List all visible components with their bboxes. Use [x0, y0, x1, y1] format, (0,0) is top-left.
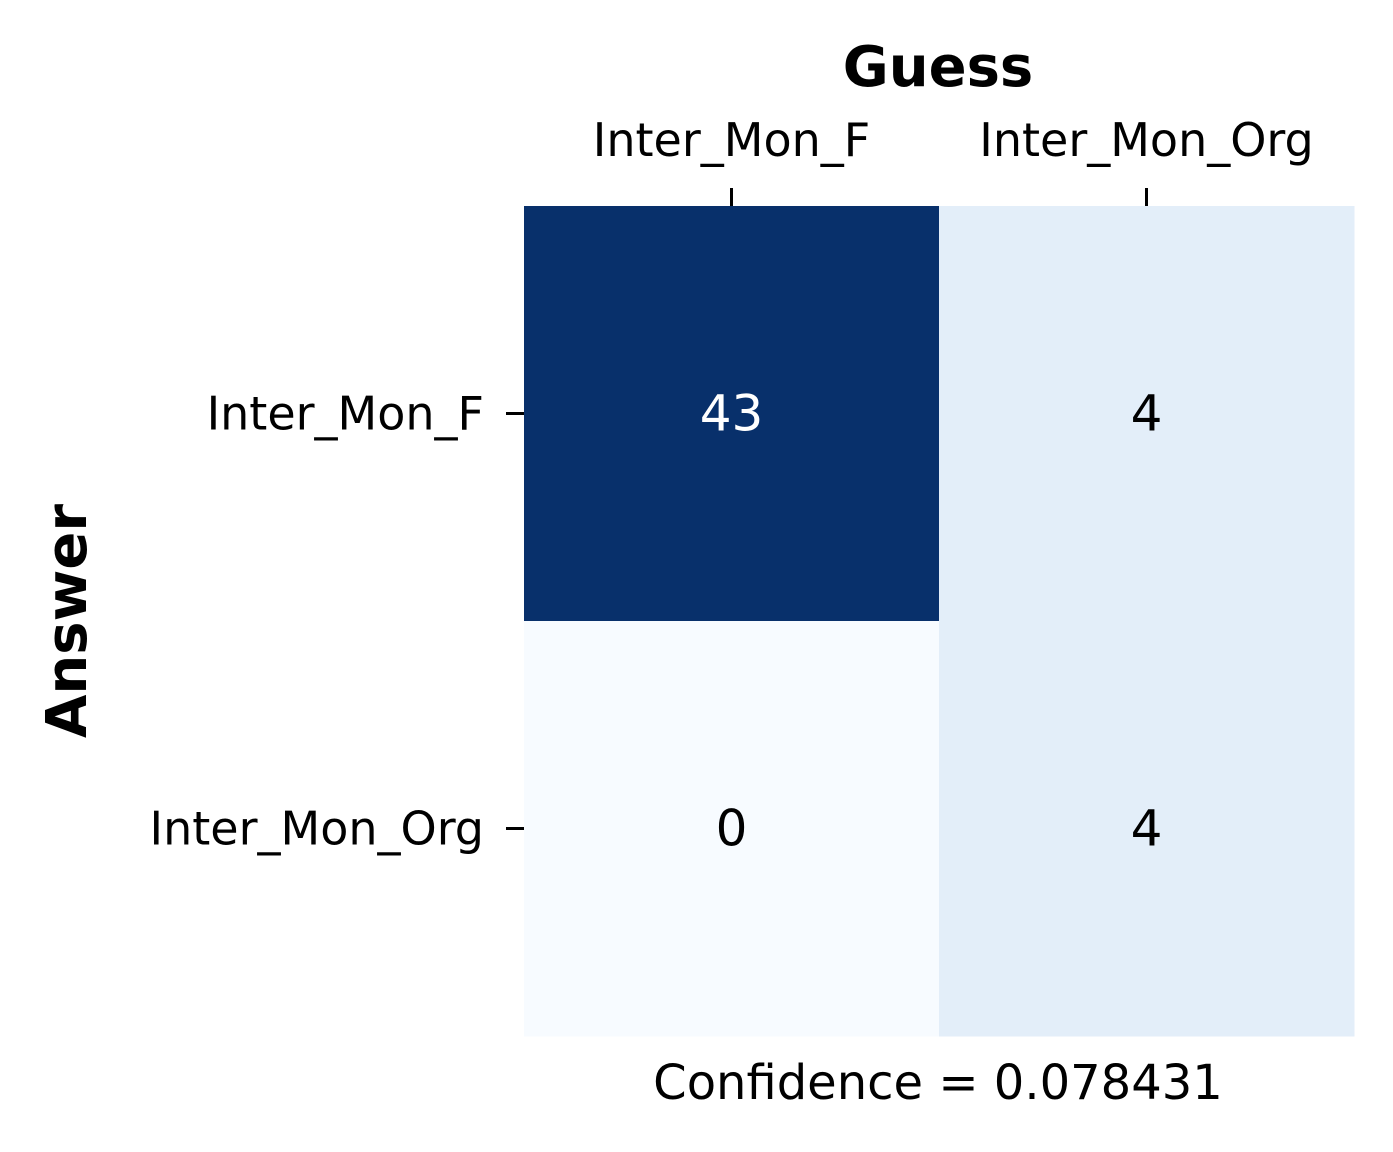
heatmap-cell — [939, 206, 1355, 622]
x-axis-ticks: Inter_Mon_F Inter_Mon_Org — [593, 113, 1314, 206]
cell-value-label: 0 — [716, 800, 748, 858]
heatmap-cell — [524, 206, 940, 622]
heatmap-cell — [939, 621, 1355, 1037]
x-tick-label: Inter_Mon_F — [593, 113, 870, 167]
y-axis-title: Answer — [35, 504, 100, 738]
x-tick-label: Inter_Mon_Org — [979, 113, 1313, 167]
cell-value-label: 4 — [1131, 800, 1163, 858]
confidence-caption: Confidence = 0.078431 — [653, 1055, 1223, 1111]
y-axis-ticks: Inter_Mon_F Inter_Mon_Org — [150, 387, 524, 856]
cell-value-label: 43 — [700, 385, 764, 443]
cell-value-label: 4 — [1131, 385, 1163, 443]
cell-annotations: 43 4 0 4 — [700, 385, 1163, 858]
y-tick-label: Inter_Mon_F — [207, 387, 484, 441]
heatmap-cell — [524, 621, 940, 1037]
x-axis-title: Guess — [843, 35, 1033, 100]
heatmap-cells — [524, 206, 1355, 1037]
y-tick-label: Inter_Mon_Org — [150, 802, 484, 856]
